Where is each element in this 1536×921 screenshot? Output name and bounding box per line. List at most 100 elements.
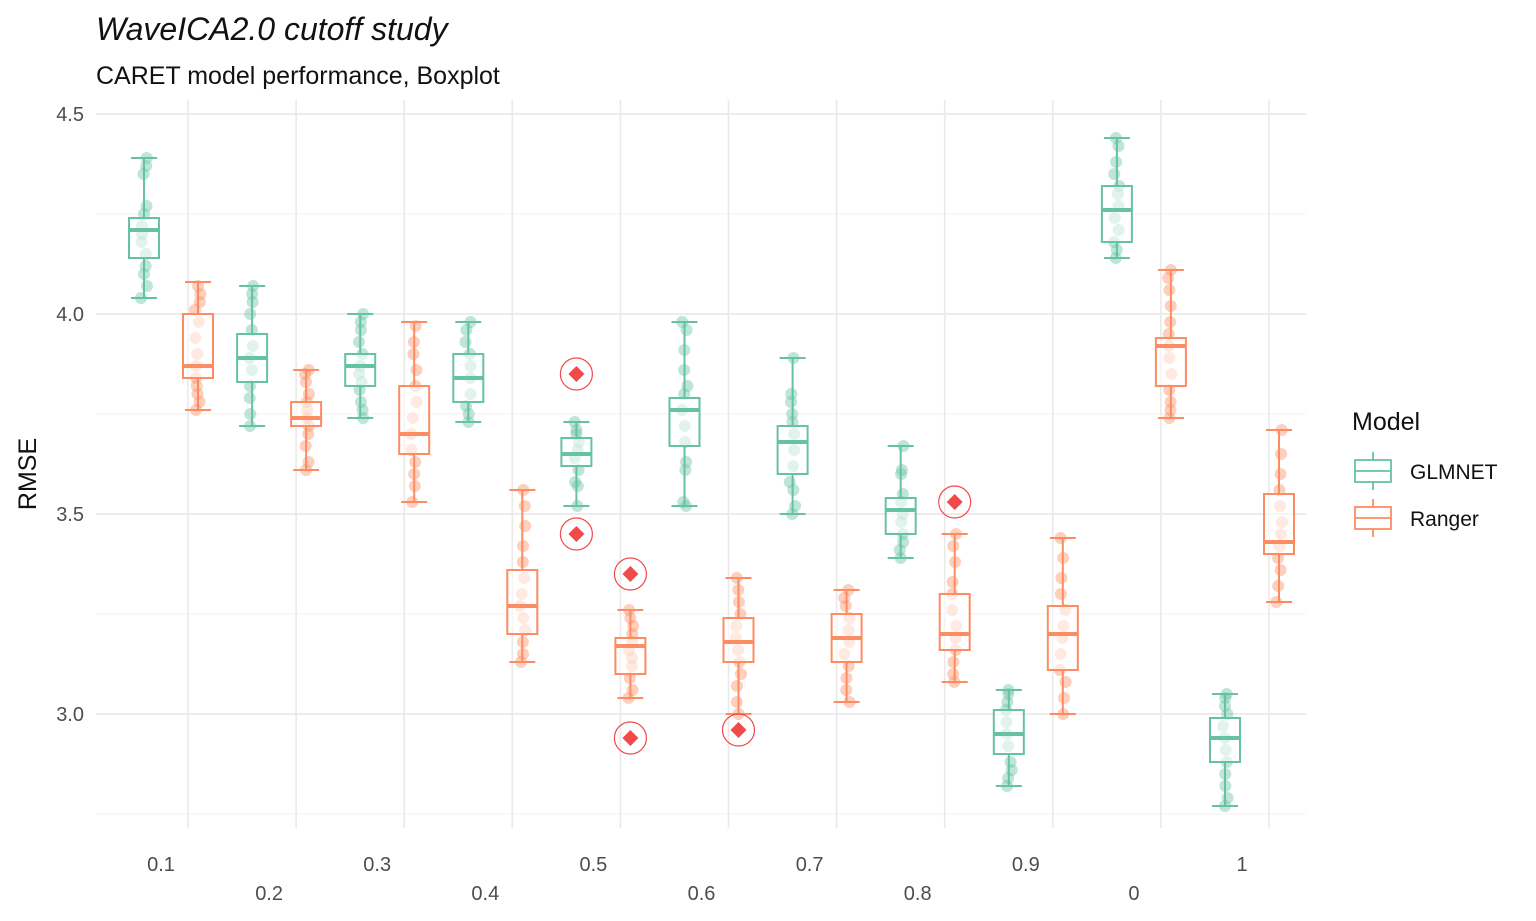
legend-item-glmnet: GLMNET: [1354, 452, 1498, 490]
data-point: [785, 388, 798, 400]
data-point: [352, 336, 365, 348]
x-tick-label: 0.2: [255, 883, 283, 905]
y-tick-label: 4.5: [56, 104, 84, 126]
data-point: [730, 696, 743, 708]
box-ranger: [182, 280, 214, 416]
outlier-diamond: [568, 366, 585, 382]
outlier-ring: [559, 357, 594, 391]
data-point: [190, 380, 203, 392]
x-tick-label: 0.7: [796, 854, 824, 876]
box-body: [290, 401, 323, 427]
data-point: [626, 684, 639, 696]
y-tick-label: 3.5: [56, 504, 84, 526]
data-point: [730, 680, 743, 692]
legend-title: Model: [1352, 408, 1420, 436]
y-tick-label: 4.0: [56, 304, 84, 326]
box-glmnet: [1209, 688, 1241, 812]
data-point: [518, 500, 531, 512]
x-tick-label: 0.3: [363, 854, 391, 876]
plot-area: 3.0 3.5 4.0 4.5 0.1 0.2 0.3 0.4 0.5 0.6 0.7 0.8 0.9 0…: [56, 100, 1306, 905]
data-point: [1058, 692, 1071, 704]
box-body: [938, 593, 971, 651]
x-tick-label: 0.5: [579, 854, 607, 876]
outlier-diamond: [622, 730, 639, 746]
data-point: [1055, 572, 1068, 584]
data-point: [1059, 676, 1072, 688]
box-body: [1263, 493, 1295, 555]
outlier-diamond: [946, 494, 963, 510]
data-point: [1274, 468, 1287, 480]
box-ranger: [830, 584, 863, 708]
outlier-ring: [938, 485, 972, 519]
data-point: [244, 408, 257, 420]
data-point: [1163, 284, 1176, 296]
data-point: [193, 396, 206, 408]
chart-title: WaveICA2.0 cutoff study: [96, 11, 450, 47]
chart-subtitle: CARET model performance, Boxplot: [96, 62, 500, 90]
data-point: [1221, 792, 1234, 804]
box-body: [1100, 185, 1133, 243]
box-ranger: [506, 484, 539, 668]
data-point: [785, 396, 798, 408]
y-tick-label: 3.0: [56, 704, 84, 726]
box-body: [884, 497, 917, 535]
outlier: [559, 517, 594, 551]
box-ranger: [938, 528, 971, 688]
data-point: [680, 456, 693, 468]
data-point: [946, 576, 959, 588]
box-body: [344, 353, 377, 387]
data-point: [1004, 756, 1017, 768]
outlier-ring: [613, 721, 648, 755]
data-point: [1108, 168, 1121, 180]
data-point: [734, 668, 747, 680]
box-glmnet: [668, 316, 701, 512]
data-point: [783, 476, 796, 488]
x-tick-label: 0.9: [1012, 854, 1040, 876]
outlier-ring: [613, 557, 648, 591]
x-tick-label: 0: [1128, 883, 1139, 905]
outlier: [938, 485, 972, 519]
data-point: [140, 200, 153, 212]
box-body: [668, 397, 701, 447]
x-tick-label: 0.4: [471, 883, 499, 905]
box-glmnet: [236, 280, 269, 432]
box-ranger: [722, 572, 755, 720]
series-glmnet: [128, 132, 1241, 812]
box-glmnet: [992, 684, 1025, 792]
box-glmnet: [452, 316, 485, 428]
outlier: [559, 357, 594, 391]
legend: Model GLMNET Ranger: [1352, 408, 1498, 537]
data-point: [1112, 140, 1125, 152]
data-point: [460, 324, 473, 336]
box-body: [128, 217, 160, 259]
box-glmnet: [776, 352, 809, 520]
data-point: [947, 668, 960, 680]
outlier-diamond: [622, 566, 639, 582]
box-body: [1046, 605, 1079, 671]
data-point: [139, 260, 152, 272]
box-body: [776, 425, 809, 475]
box-glmnet: [560, 416, 593, 512]
box-ranger: [398, 320, 431, 508]
data-point: [681, 380, 694, 392]
box-body: [506, 569, 539, 635]
data-point: [243, 392, 256, 404]
box-glmnet: [128, 152, 160, 304]
data-point: [1275, 448, 1288, 460]
box-body: [182, 313, 214, 379]
x-tick-label: 0.8: [904, 883, 932, 905]
box-ranger: [1046, 532, 1079, 720]
x-tick-label: 0.6: [688, 883, 716, 905]
data-point: [1054, 588, 1067, 600]
data-point: [947, 656, 960, 668]
data-point: [895, 464, 908, 476]
box-glmnet: [344, 308, 377, 424]
box-glmnet: [884, 440, 917, 564]
outlier: [721, 713, 756, 747]
x-tick-label: 0.1: [147, 854, 175, 876]
outlier-ring: [721, 713, 756, 747]
outlier-diamond: [568, 526, 585, 542]
data-point: [140, 280, 153, 292]
data-point: [569, 476, 582, 488]
gridlines: [96, 100, 1306, 828]
